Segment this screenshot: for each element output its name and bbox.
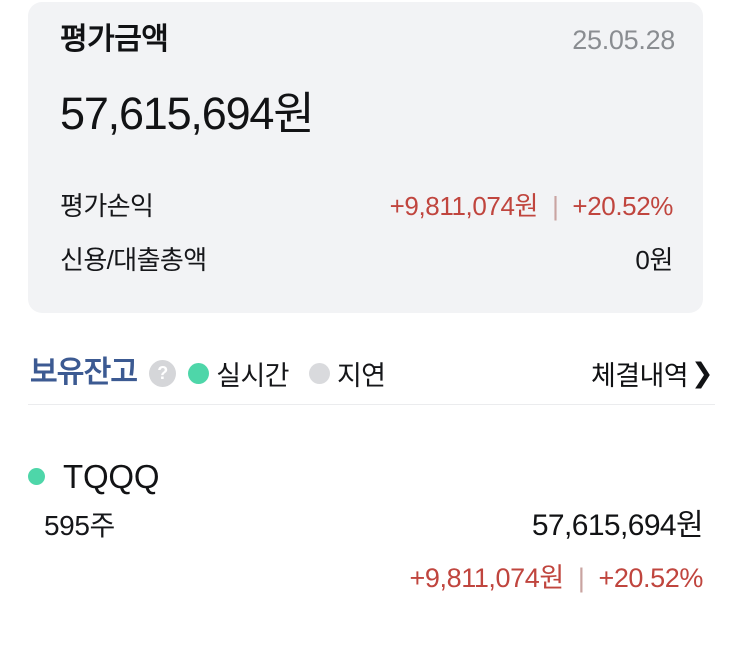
tabbar-divider: [28, 404, 715, 405]
holding-value-separator: |: [577, 563, 585, 593]
tab-holdings[interactable]: 보유잔고: [30, 356, 138, 389]
radio-label-realtime: 실시간: [216, 360, 289, 391]
radio-option-realtime[interactable]: 실시간: [188, 354, 290, 393]
total-evaluation-amount: 57,615,694원: [60, 88, 315, 139]
holding-ticker: TQQQ: [63, 457, 160, 495]
holding-quantity: 595주: [44, 510, 115, 541]
radio-label-delayed: 지연: [336, 360, 386, 391]
summary-date: 25.05.28: [572, 24, 675, 55]
holdings-tabbar: 보유잔고 ? 실시간 지연 체결내역 ❯: [0, 348, 743, 404]
credit-loan-label: 신용/대출총액: [60, 245, 207, 275]
holding-profit-amount: +9,811,074원: [409, 563, 565, 593]
profit-loss-amount: +9,811,074원: [389, 191, 539, 221]
holding-evaluation-amount: 57,615,694원: [531, 509, 704, 542]
holding-detail-row: 595주 57,615,694원: [28, 500, 704, 556]
profit-loss-rate: +20.52%: [572, 191, 673, 221]
page-title: 평가금액: [60, 23, 169, 56]
summary-row-credit-loan: 신용/대출총액 0원: [60, 240, 673, 294]
transaction-history-label: 체결내역: [591, 360, 689, 391]
radio-option-delayed[interactable]: 지연: [308, 354, 386, 393]
quote-mode-radio-group: 실시간 지연: [188, 354, 391, 393]
holding-status-dot-icon: [28, 467, 45, 485]
transaction-history-link[interactable]: 체결내역 ❯: [591, 354, 714, 393]
list-item[interactable]: TQQQ 595주 57,615,694원 +9,811,074원 | +20.…: [0, 452, 743, 604]
holdings-list: TQQQ 595주 57,615,694원 +9,811,074원 | +20.…: [0, 452, 743, 604]
holding-profit-rate: +20.52%: [598, 563, 703, 593]
profit-loss-value-group: +9,811,074원 | +20.52%: [389, 186, 674, 223]
summary-card-header: 평가금액 25.05.28: [60, 18, 675, 62]
chevron-right-icon: ❯: [690, 357, 714, 388]
holding-profit-row: +9,811,074원 | +20.52%: [28, 556, 704, 604]
radio-dot-unselected-icon: [308, 362, 330, 384]
credit-loan-amount: 0원: [635, 245, 673, 275]
holding-name-row: TQQQ: [28, 452, 703, 500]
profit-loss-label: 평가손익: [60, 191, 154, 221]
radio-dot-selected-icon: [188, 362, 210, 384]
evaluation-summary-card: 평가금액 25.05.28 57,615,694원 평가손익 +9,811,07…: [28, 2, 703, 313]
summary-detail-rows: 평가손익 +9,811,074원 | +20.52% 신용/대출총액 0원: [60, 186, 673, 294]
tabbar-inner: 보유잔고 ? 실시간 지연 체결내역 ❯: [30, 348, 714, 398]
help-icon[interactable]: ?: [149, 359, 177, 387]
value-separator: |: [552, 191, 559, 221]
summary-row-profit-loss: 평가손익 +9,811,074원 | +20.52%: [60, 186, 673, 240]
tabbar-left-group: 보유잔고 ? 실시간 지연: [30, 354, 391, 393]
